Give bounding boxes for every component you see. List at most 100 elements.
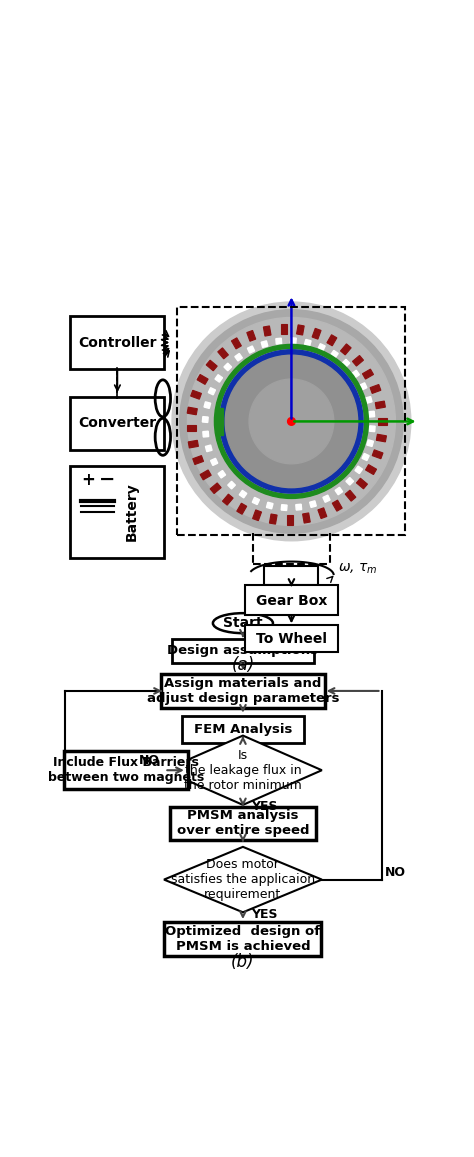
FancyBboxPatch shape [170,808,316,840]
Bar [261,341,268,347]
Bar [218,348,228,359]
Bar [205,445,212,451]
FancyBboxPatch shape [182,716,304,743]
Bar [296,504,301,510]
FancyBboxPatch shape [71,466,164,558]
Bar [355,466,363,473]
Bar [297,325,304,336]
Bar [362,454,369,460]
Bar [376,434,386,442]
Text: Gear Box: Gear Box [256,594,327,607]
FancyBboxPatch shape [264,566,319,584]
Bar [224,363,232,370]
Bar [191,390,201,399]
Bar [215,375,222,382]
Bar [310,501,316,508]
FancyBboxPatch shape [172,639,314,663]
Bar [203,432,209,437]
Text: YES: YES [251,908,277,921]
Text: Does motor
satisfies the applicaion
requirement: Does motor satisfies the applicaion requ… [171,858,315,901]
Bar [264,326,271,336]
Bar [187,425,196,430]
Circle shape [172,302,411,540]
Text: Include Flux Barriers
between two magnets: Include Flux Barriers between two magnet… [48,757,204,784]
Bar [378,419,387,425]
Bar [206,360,217,371]
Circle shape [288,418,295,426]
Bar [302,513,310,523]
Bar [281,324,287,333]
Text: Assign materials and
adjust design parameters: Assign materials and adjust design param… [146,677,339,705]
Bar [331,351,338,358]
Bar [247,346,255,353]
Bar [345,491,356,501]
Bar [340,344,351,355]
FancyBboxPatch shape [217,407,223,435]
Bar [276,338,282,344]
Text: Start: Start [223,617,263,631]
Circle shape [214,345,368,499]
Bar [188,441,199,448]
Bar [332,500,342,511]
FancyBboxPatch shape [71,316,164,369]
Bar [237,503,247,514]
Bar [342,360,350,367]
Text: PMSM analysis
over entire speed: PMSM analysis over entire speed [177,810,309,838]
Bar [367,440,374,447]
Ellipse shape [213,613,273,633]
Bar [369,411,374,417]
Bar [327,334,337,346]
Bar [228,481,236,489]
FancyBboxPatch shape [64,751,188,789]
Text: Converter: Converter [78,417,156,430]
Bar [372,450,383,458]
Bar [281,504,287,510]
Text: −: − [99,470,115,488]
Bar [360,383,367,390]
Circle shape [249,379,334,464]
Bar [210,458,218,465]
Bar [312,329,321,339]
Bar [335,487,343,495]
Bar [218,471,226,478]
Text: $\omega$, $\tau_m$: $\omega$, $\tau_m$ [337,561,377,576]
Text: NO: NO [139,754,160,767]
Text: Is
the leakage flux in
the rotor minimum: Is the leakage flux in the rotor minimum [184,749,302,791]
Circle shape [180,310,403,533]
Circle shape [241,371,341,472]
Text: Controller: Controller [78,336,157,349]
FancyBboxPatch shape [245,585,337,616]
Text: (b): (b) [231,953,255,971]
Text: To Wheel: To Wheel [256,632,327,646]
Bar [204,401,210,408]
Polygon shape [164,847,322,913]
Bar [346,478,354,485]
Text: Battery: Battery [124,482,138,541]
Bar [235,354,242,361]
Bar [222,494,233,506]
Bar [353,355,364,366]
Bar [210,482,221,494]
Bar [365,465,376,474]
Text: FEM Analysis: FEM Analysis [194,723,292,736]
Bar [304,339,311,346]
Bar [202,417,208,422]
Bar [323,495,330,502]
Text: Optimized  design of
PMSM is achieved: Optimized design of PMSM is achieved [165,924,320,953]
Bar [252,498,259,504]
Bar [231,338,241,349]
Text: +: + [81,471,95,488]
Circle shape [220,349,363,493]
Bar [370,384,381,393]
Bar [187,407,197,415]
Bar [253,510,262,521]
Bar [352,370,359,377]
Polygon shape [164,736,322,805]
Text: NO: NO [385,865,406,878]
Bar [356,478,367,489]
Bar [239,491,247,498]
FancyBboxPatch shape [71,397,164,450]
Bar [287,515,293,524]
Text: (a): (a) [231,656,255,673]
Bar [375,401,385,408]
